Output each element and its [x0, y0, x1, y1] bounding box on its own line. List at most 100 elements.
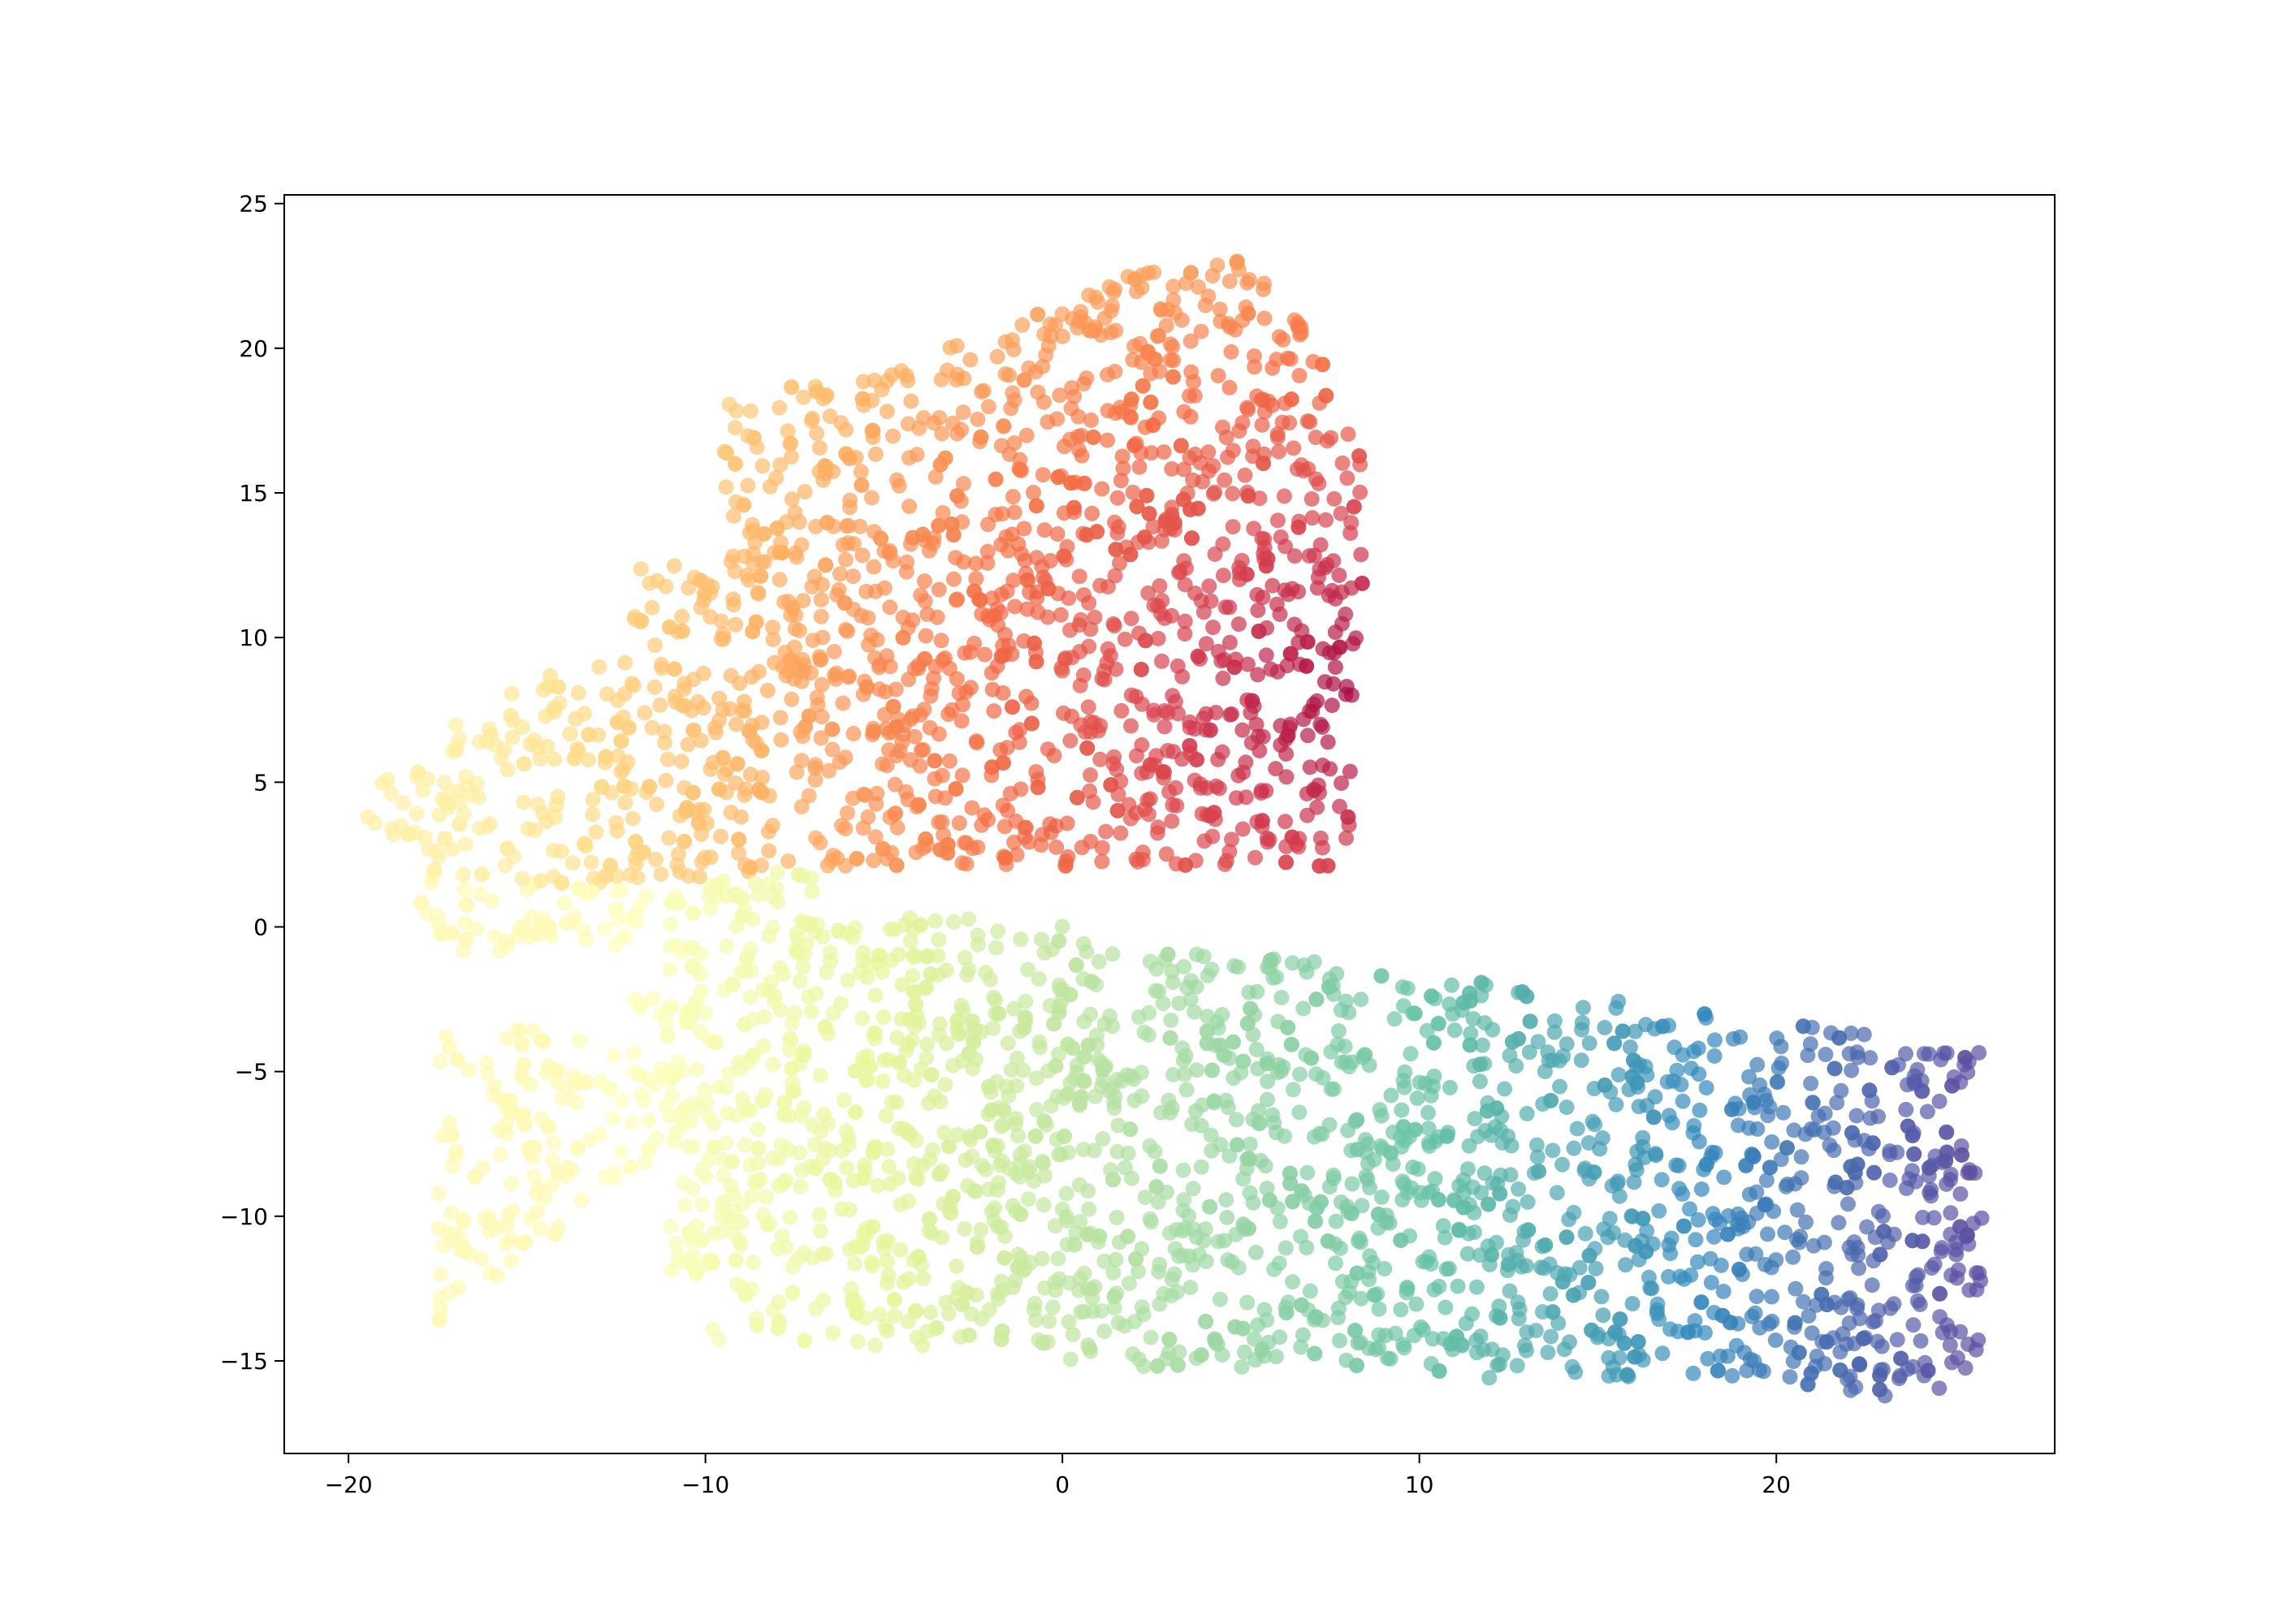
scatter-point	[1349, 1142, 1365, 1158]
scatter-point	[772, 960, 788, 976]
scatter-point	[845, 790, 861, 806]
y-tick-label: 25	[239, 191, 268, 218]
x-tick-label: 20	[1762, 1471, 1791, 1498]
scatter-point	[928, 1320, 945, 1336]
scatter-point	[722, 1213, 738, 1229]
scatter-point	[1178, 857, 1194, 873]
scatter-point	[734, 1091, 750, 1107]
scatter-point	[1031, 971, 1047, 987]
scatter-point	[1731, 1261, 1747, 1277]
scatter-point	[740, 477, 756, 494]
scatter-point	[1200, 288, 1217, 304]
scatter-point	[578, 1074, 594, 1091]
scatter-point	[1654, 1172, 1670, 1188]
scatter-point	[1066, 499, 1082, 516]
scatter-point	[875, 1009, 892, 1026]
scatter-point	[1046, 1016, 1062, 1032]
scatter-point	[1324, 698, 1340, 714]
scatter-point	[1919, 1104, 1935, 1120]
scatter-point	[1199, 1023, 1215, 1039]
scatter-point	[1272, 1329, 1288, 1345]
scatter-point	[1851, 1260, 1867, 1276]
scatter-point	[504, 685, 520, 702]
scatter-point	[633, 1086, 650, 1103]
scatter-point	[1649, 1306, 1665, 1321]
scatter-point	[1122, 546, 1139, 563]
scatter-point	[785, 1285, 801, 1301]
scatter-point	[433, 1054, 448, 1069]
scatter-point	[1035, 1153, 1050, 1169]
scatter-point	[870, 1177, 885, 1194]
scatter-point	[724, 1154, 740, 1170]
scatter-point	[707, 1139, 722, 1155]
scatter-point	[1234, 821, 1251, 837]
scatter-point	[997, 1229, 1013, 1245]
scatter-point	[585, 806, 601, 823]
scatter-point	[1546, 1013, 1563, 1029]
scatter-point	[913, 917, 928, 933]
scatter-point	[1773, 1039, 1789, 1055]
scatter-point	[912, 758, 928, 774]
scatter-point	[1141, 1004, 1157, 1021]
scatter-point	[1353, 546, 1369, 563]
scatter-point	[1234, 722, 1251, 738]
scatter-point	[949, 1258, 965, 1274]
scatter-point	[499, 762, 516, 778]
scatter-point	[901, 499, 918, 515]
scatter-point	[515, 1235, 531, 1251]
scatter-point	[1351, 448, 1367, 464]
scatter-point	[959, 967, 975, 983]
scatter-point	[705, 1255, 721, 1271]
scatter-point	[1872, 1246, 1888, 1263]
scatter-point	[1581, 1035, 1597, 1052]
scatter-point	[1435, 1331, 1451, 1347]
scatter-point	[968, 733, 984, 749]
scatter-point	[785, 1015, 800, 1031]
scatter-point	[1109, 525, 1126, 541]
scatter-point	[875, 1073, 891, 1090]
scatter-point	[1408, 1296, 1424, 1312]
scatter-point	[533, 873, 549, 889]
scatter-point	[1152, 363, 1168, 379]
scatter-point	[1073, 1304, 1089, 1320]
scatter-point	[1049, 526, 1066, 542]
scatter-point	[752, 1171, 768, 1187]
y-tick-label: 20	[239, 335, 268, 362]
scatter-point	[1931, 1380, 1948, 1397]
scatter-point	[880, 1233, 896, 1249]
scatter-point	[1312, 830, 1329, 846]
scatter-point	[1859, 1219, 1875, 1235]
scatter-point	[1199, 1035, 1215, 1052]
scatter-point	[1198, 636, 1214, 652]
scatter-point	[724, 976, 741, 992]
scatter-point	[1338, 1054, 1354, 1070]
scatter-point	[1773, 1151, 1789, 1168]
scatter-point	[1554, 1274, 1571, 1290]
scatter-point	[694, 1197, 711, 1212]
scatter-point	[1492, 1310, 1508, 1326]
scatter-point	[718, 1135, 734, 1151]
scatter-point	[1410, 1161, 1426, 1177]
scatter-point	[1193, 1159, 1209, 1175]
scatter-point	[759, 682, 776, 698]
y-tick-label: 0	[253, 914, 268, 940]
scatter-point	[1056, 548, 1072, 564]
scatter-point	[1395, 1337, 1412, 1353]
scatter-point	[1110, 1315, 1126, 1331]
scatter-point	[1884, 1060, 1900, 1076]
scatter-point	[899, 1124, 915, 1140]
scatter-point	[867, 1337, 884, 1354]
scatter-point	[1682, 1201, 1697, 1217]
scatter-point	[1108, 542, 1124, 558]
scatter-point	[1142, 757, 1158, 773]
scatter-point	[1785, 1249, 1801, 1265]
scatter-point	[880, 1141, 896, 1157]
scatter-point	[1060, 1086, 1076, 1102]
scatter-point	[764, 1150, 780, 1166]
scatter-point	[1056, 705, 1071, 721]
scatter-point	[761, 928, 777, 944]
scatter-point	[1005, 489, 1021, 505]
scatter-point	[1706, 1048, 1723, 1064]
scatter-point	[1251, 624, 1267, 639]
scatter-point	[871, 681, 888, 698]
